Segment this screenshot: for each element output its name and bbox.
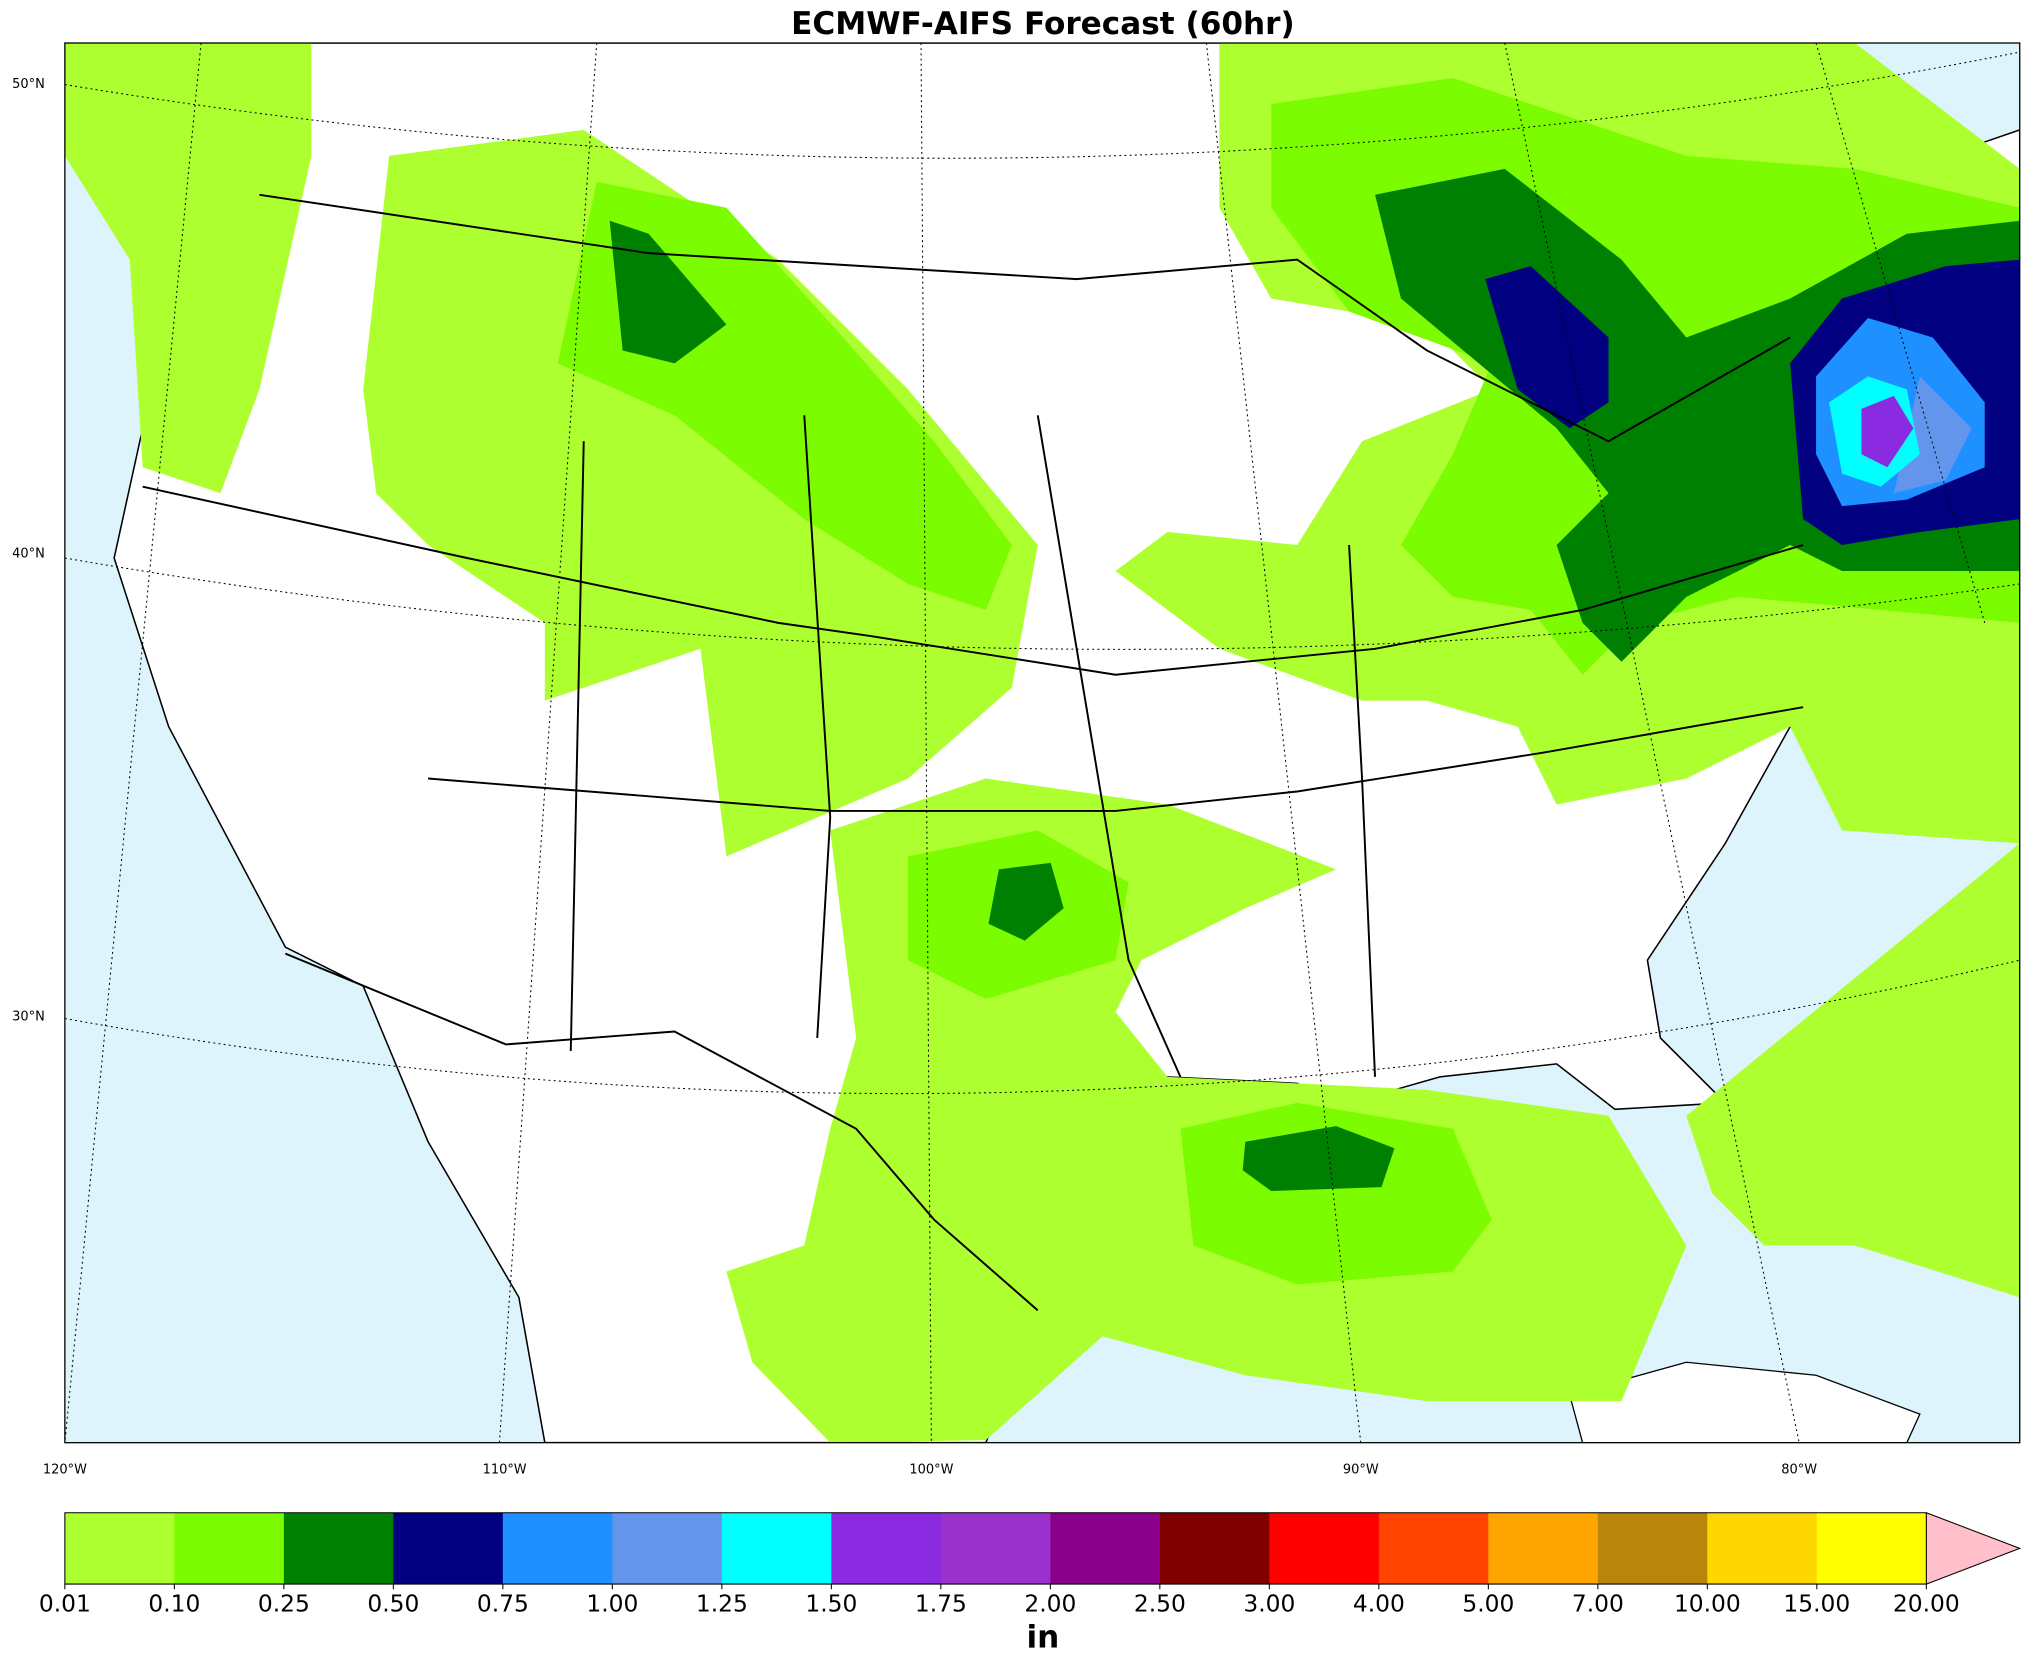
lon-label: 120°W (43, 1462, 87, 1477)
colorbar-tick-label: 1.75 (915, 1589, 967, 1617)
lon-label: 80°W (1781, 1462, 1817, 1477)
colorbar-extend (1925, 1511, 2022, 1585)
colorbar-segment (393, 1512, 504, 1585)
land (1568, 1361, 1921, 1443)
colorbar-tick-label: 2.00 (1024, 1589, 1076, 1617)
colorbar-segment (1269, 1512, 1380, 1585)
colorbar-tick-label: 15.00 (1783, 1589, 1850, 1617)
colorbar-segment (1159, 1512, 1270, 1585)
colorbar-segment (1816, 1512, 1927, 1585)
lon-label: 100°W (909, 1462, 953, 1477)
colorbar-segment (1378, 1512, 1489, 1585)
colorbar-segment (831, 1512, 942, 1585)
axis-labels: 50°N 40°N 30°N 120°W 110°W 100°W 90°W 80°W (12, 77, 1817, 1477)
map (64, 42, 2021, 1444)
colorbar-tick-label: 0.01 (39, 1589, 91, 1617)
lon-label: 110°W (483, 1462, 527, 1477)
colorbar-tick-label: 1.00 (586, 1589, 638, 1617)
colorbar: 0.01 0.10 0.25 0.50 0.75 1.00 1.25 1.50 1.75 2.00… (39, 1511, 2022, 1656)
colorbar-tick-label: 2.50 (1134, 1589, 1186, 1617)
colorbar-tick-label: 0.25 (258, 1589, 310, 1617)
lon-label: 90°W (1343, 1462, 1379, 1477)
colorbar-tick-label: 20.00 (1893, 1589, 1960, 1617)
colorbar-segment (721, 1512, 832, 1585)
colorbar-tick-label: 7.00 (1572, 1589, 1624, 1617)
colorbar-unit: in (1027, 1620, 1060, 1656)
lat-label: 30°N (12, 1010, 45, 1025)
colorbar-segment (1707, 1512, 1818, 1585)
map-frame (64, 42, 2021, 1444)
colorbar-tick-label: 1.50 (805, 1589, 857, 1617)
colorbar-tick-label: 4.00 (1353, 1589, 1405, 1617)
colorbar-tick-label: 5.00 (1462, 1589, 1514, 1617)
colorbar-tick-label: 0.75 (477, 1589, 529, 1617)
colorbar-tick-label: 0.50 (367, 1589, 419, 1617)
colorbar-segment (502, 1512, 613, 1585)
borders (64, 43, 2020, 1443)
colorbar-segment (64, 1512, 175, 1585)
colorbar-frame (64, 1512, 1927, 1585)
title: ECMWF-AIFS Forecast (60hr) (791, 6, 1295, 42)
colorbar-segment (1597, 1512, 1708, 1585)
precip (64, 43, 2020, 1443)
lat-label: 50°N (12, 77, 45, 92)
colorbar-segment (283, 1512, 394, 1585)
colorbar-segment (612, 1512, 723, 1585)
colorbar-tick-label: 10.00 (1674, 1589, 1741, 1617)
colorbar-tick-label: 1.25 (696, 1589, 748, 1617)
colorbar-tick-label: 0.10 (148, 1589, 200, 1617)
colorbar-tick-label: 3.00 (1243, 1589, 1295, 1617)
colorbar-segment (174, 1512, 285, 1585)
lat-label: 40°N (12, 547, 45, 562)
colorbar-segment (1050, 1512, 1161, 1585)
colorbar-segment (1488, 1512, 1599, 1585)
colorbar-segment (940, 1512, 1051, 1585)
